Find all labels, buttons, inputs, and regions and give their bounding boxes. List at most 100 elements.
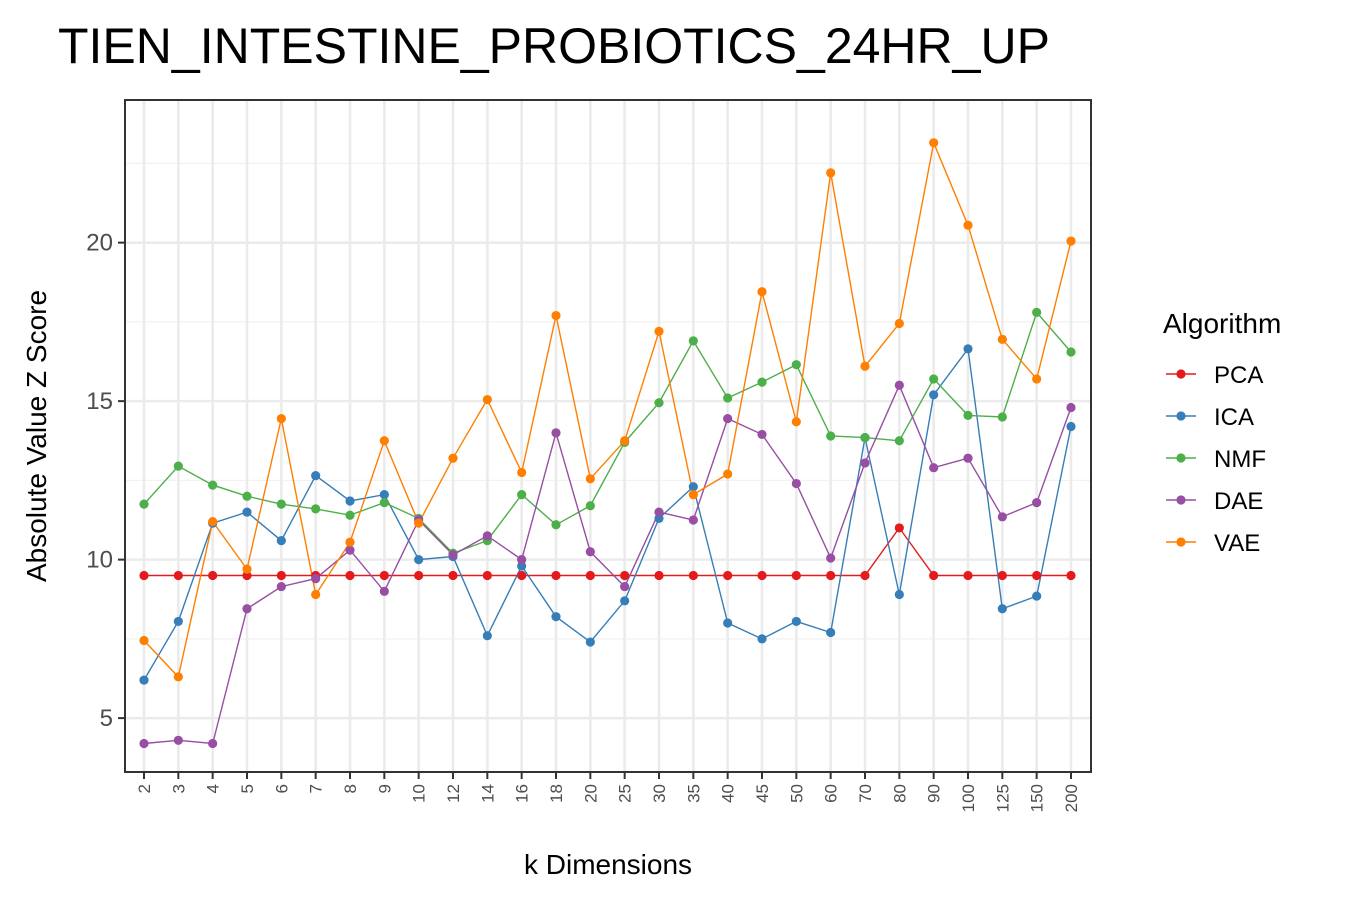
data-point-vae [482, 394, 492, 405]
data-point-pca [1032, 570, 1042, 581]
data-point-vae [585, 474, 595, 484]
data-point-nmf [826, 431, 836, 441]
legend-key-point [1176, 537, 1186, 547]
data-point-dae [963, 453, 973, 463]
data-point-nmf [242, 491, 252, 501]
legend-label: PCA [1214, 362, 1263, 389]
x-tick-label: 90 [925, 784, 944, 803]
data-point-pca [173, 570, 183, 581]
data-point-pca [276, 570, 286, 581]
data-point-pca [551, 570, 561, 581]
data-point-dae [654, 507, 664, 517]
legend-key-point [1176, 369, 1186, 379]
x-axis-title: k Dimensions [524, 849, 692, 880]
grid-major [125, 100, 1091, 772]
x-tick-label: 7 [307, 784, 326, 793]
data-point-dae [242, 604, 252, 614]
x-tick-label: 4 [204, 784, 223, 793]
data-point-vae [997, 334, 1007, 344]
data-point-dae [791, 478, 801, 489]
data-point-vae [208, 516, 218, 527]
data-point-pca [517, 570, 527, 581]
data-point-dae [894, 380, 904, 390]
data-point-nmf [757, 377, 767, 387]
legend-label: ICA [1214, 404, 1254, 431]
data-point-ica [963, 344, 973, 354]
legend-key-point [1176, 495, 1186, 505]
x-tick-label: 70 [856, 784, 875, 803]
data-point-dae [311, 574, 321, 584]
data-point-dae [620, 581, 630, 592]
data-point-pca [654, 570, 664, 581]
data-point-dae [551, 428, 561, 438]
data-point-ica [414, 555, 424, 565]
chart-title: TIEN_INTESTINE_PROBIOTICS_24HR_UP [58, 18, 1050, 74]
data-point-nmf [1066, 347, 1076, 357]
data-point-ica [585, 637, 595, 647]
data-point-dae [860, 458, 870, 468]
data-point-pca [894, 523, 904, 533]
legend-title: Algorithm [1163, 308, 1281, 339]
data-point-pca [1066, 570, 1076, 581]
legend-item-dae: DAE [1166, 488, 1263, 515]
legend-key-point [1176, 411, 1186, 421]
data-point-dae [208, 738, 218, 749]
data-point-pca [414, 570, 424, 581]
data-point-vae [860, 361, 870, 371]
data-point-dae [688, 515, 698, 525]
data-point-vae [379, 436, 389, 446]
data-point-vae [139, 635, 149, 646]
legend-item-nmf: NMF [1166, 446, 1266, 473]
data-point-ica [1066, 421, 1076, 432]
data-point-nmf [654, 398, 664, 408]
data-point-pca [139, 570, 149, 581]
data-point-nmf [1032, 307, 1042, 317]
data-point-nmf [963, 410, 973, 420]
data-point-ica [173, 616, 183, 627]
data-point-nmf [723, 393, 733, 403]
x-tick-label: 16 [513, 784, 532, 803]
data-point-vae [963, 220, 973, 230]
data-point-dae [757, 429, 767, 440]
data-point-dae [482, 531, 492, 541]
data-point-vae [826, 168, 836, 178]
data-point-nmf [551, 520, 561, 530]
data-point-pca [345, 570, 355, 581]
data-point-dae [997, 512, 1007, 522]
data-point-vae [311, 589, 321, 600]
data-point-pca [963, 570, 973, 581]
data-point-ica [929, 390, 939, 400]
data-point-vae [929, 138, 939, 148]
data-point-ica [688, 482, 698, 492]
y-axis: 5 10 15 20 [86, 230, 125, 732]
data-point-vae [276, 413, 286, 424]
series-line-dae [143, 383, 1072, 745]
data-point-ica [276, 536, 286, 546]
data-point-pca [826, 570, 836, 581]
data-point-pca [688, 570, 698, 581]
data-point-pca [860, 570, 870, 581]
x-tick-label: 10 [410, 784, 429, 803]
data-point-ica [997, 604, 1007, 614]
data-point-pca [482, 570, 492, 581]
x-tick-label: 8 [341, 784, 360, 793]
x-tick-label: 35 [684, 784, 703, 803]
data-point-nmf [379, 497, 389, 508]
x-axis: 2 3 4 5 6 7 8 9 10 12 14 16 18 20 25 30 35 40 45 50 60 70 80 90… [135, 772, 1081, 812]
series-line-nmf [143, 311, 1072, 555]
data-point-ica [345, 496, 355, 506]
data-point-vae [688, 490, 698, 500]
legend-item-pca: PCA [1166, 362, 1263, 389]
x-tick-label: 18 [547, 784, 566, 803]
data-point-ica [482, 631, 492, 641]
data-point-pca [723, 570, 733, 581]
data-point-vae [723, 469, 733, 479]
x-tick-label: 100 [959, 784, 978, 812]
x-tick-label: 30 [650, 784, 669, 803]
x-tick-label: 80 [890, 784, 909, 803]
y-tick-label: 10 [86, 547, 113, 574]
x-tick-label: 9 [375, 784, 394, 793]
data-point-vae [894, 318, 904, 329]
legend-item-ica: ICA [1166, 404, 1254, 431]
